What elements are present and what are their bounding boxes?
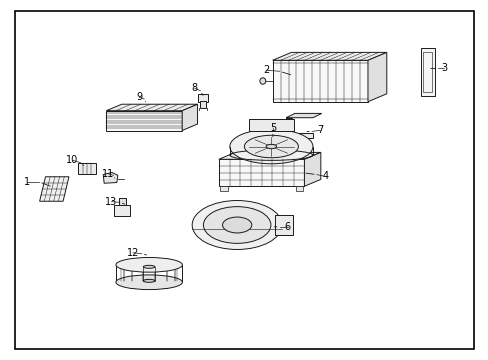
Polygon shape — [40, 177, 69, 201]
Bar — [275, 215, 293, 235]
Polygon shape — [219, 152, 320, 159]
Polygon shape — [219, 159, 304, 186]
Text: 8: 8 — [191, 83, 197, 93]
Ellipse shape — [244, 135, 298, 158]
Bar — [219, 186, 227, 191]
Text: 7: 7 — [317, 125, 323, 135]
Ellipse shape — [203, 207, 270, 243]
Bar — [131, 282, 167, 288]
Polygon shape — [304, 152, 320, 186]
Bar — [420, 48, 434, 96]
Ellipse shape — [265, 144, 276, 149]
Text: 5: 5 — [269, 123, 275, 133]
Text: 9: 9 — [136, 92, 142, 102]
Text: 10: 10 — [66, 155, 79, 165]
Bar — [423, 52, 431, 92]
Text: 2: 2 — [263, 65, 269, 75]
Bar — [114, 205, 130, 216]
Polygon shape — [285, 118, 291, 138]
Ellipse shape — [222, 217, 251, 233]
Bar — [200, 101, 205, 108]
Ellipse shape — [260, 78, 265, 84]
Bar — [248, 120, 294, 131]
Ellipse shape — [143, 265, 155, 268]
Text: 13: 13 — [105, 197, 118, 207]
Ellipse shape — [116, 257, 182, 272]
Text: 1: 1 — [24, 177, 30, 187]
Text: 11: 11 — [101, 168, 114, 179]
Polygon shape — [272, 53, 386, 60]
Bar — [78, 163, 95, 174]
Ellipse shape — [143, 279, 155, 282]
Polygon shape — [285, 133, 312, 138]
Polygon shape — [272, 60, 367, 102]
Polygon shape — [106, 104, 197, 111]
Bar — [119, 198, 125, 205]
Polygon shape — [106, 111, 182, 130]
Text: 3: 3 — [440, 63, 446, 73]
Text: 6: 6 — [284, 222, 290, 232]
Ellipse shape — [192, 201, 282, 249]
Text: 4: 4 — [322, 171, 327, 181]
Text: 12: 12 — [126, 248, 139, 258]
Ellipse shape — [229, 129, 312, 164]
Polygon shape — [285, 113, 321, 118]
Polygon shape — [103, 172, 118, 183]
Bar — [295, 186, 303, 191]
Ellipse shape — [116, 275, 182, 289]
Polygon shape — [182, 104, 197, 130]
Polygon shape — [367, 53, 386, 102]
Bar — [197, 94, 208, 102]
